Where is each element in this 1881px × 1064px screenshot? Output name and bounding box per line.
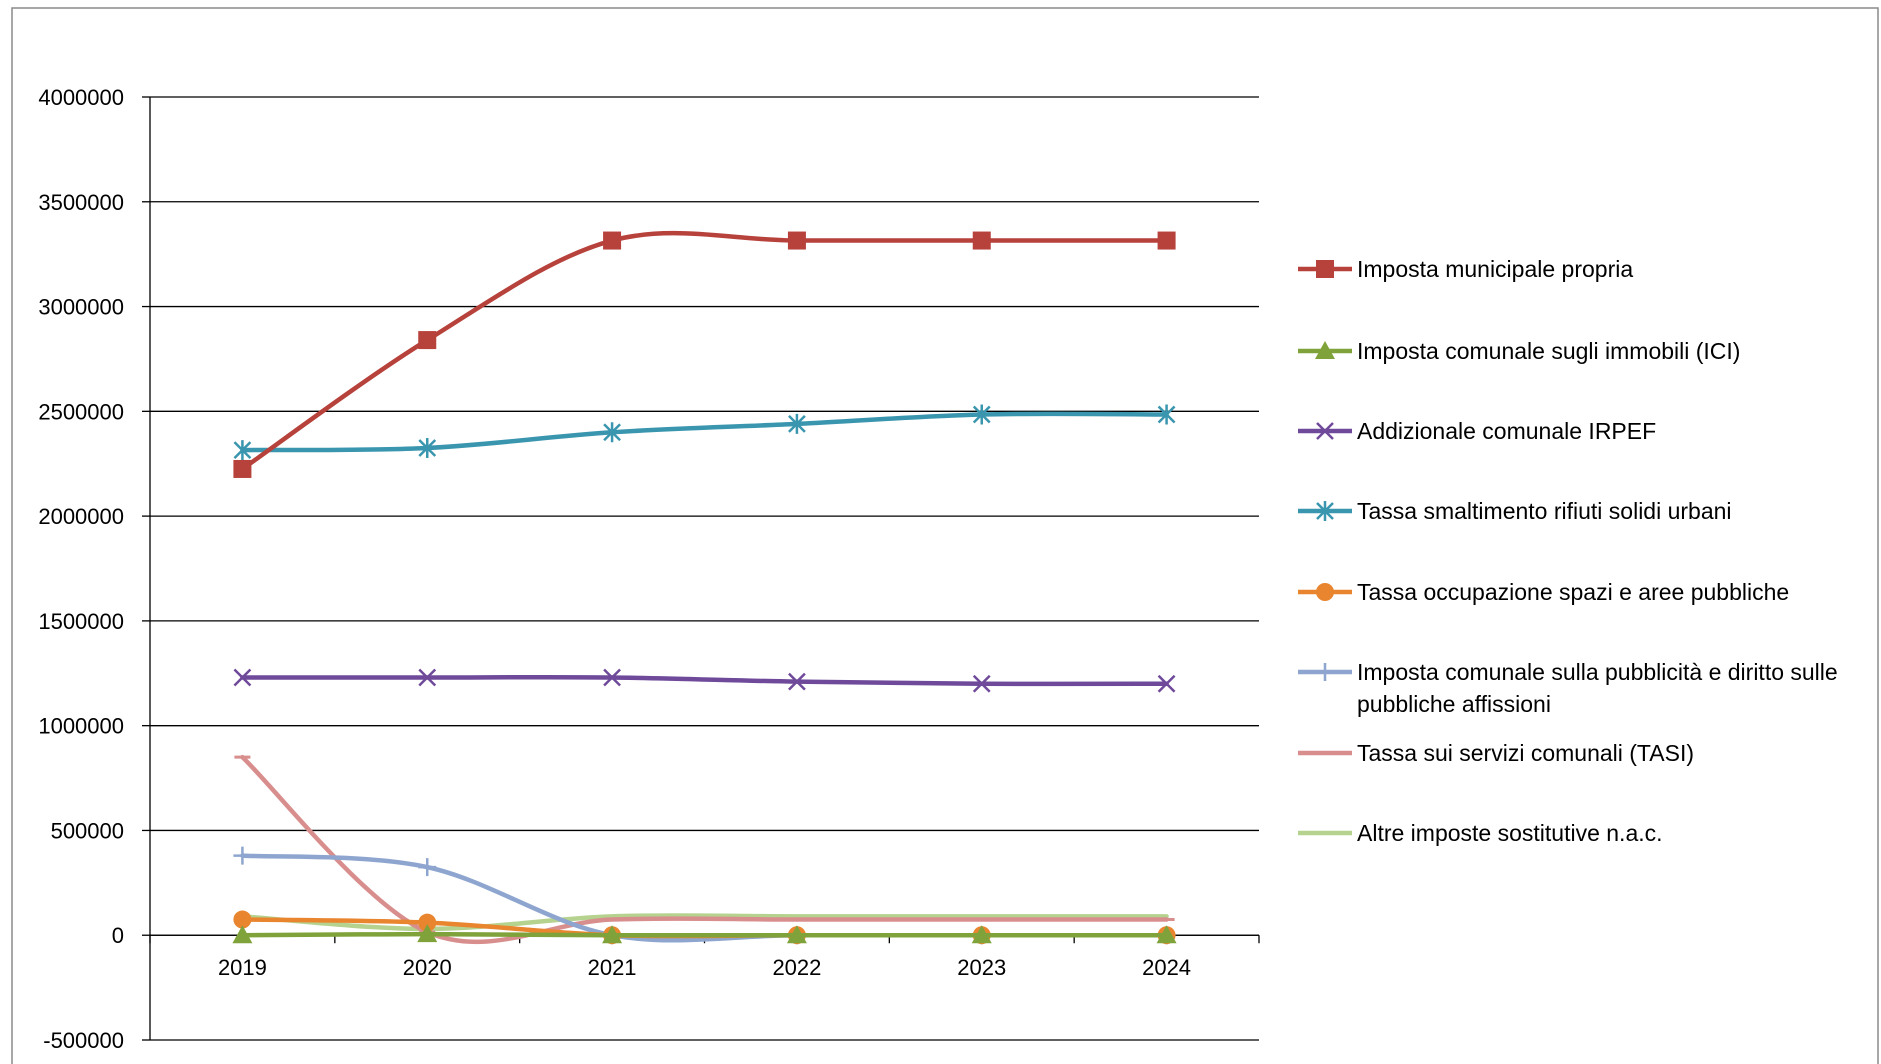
x-tick-label: 2021 [588, 955, 637, 980]
legend-item: Tassa smaltimento rifiuti solidi urbani [1298, 498, 1732, 524]
legend-swatch-marker [1316, 583, 1334, 601]
y-tick-label: -500000 [43, 1028, 124, 1053]
y-tick-label: 3500000 [38, 190, 124, 215]
data-point-marker [786, 925, 807, 944]
legend-item: Imposta comunale sulla pubblicità e diri… [1298, 659, 1838, 717]
series-2 [233, 668, 1176, 693]
legend-label: Tassa smaltimento rifiuti solidi urbani [1357, 498, 1732, 524]
data-point-marker [418, 858, 437, 877]
legend-item: Imposta municipale propria [1298, 256, 1633, 282]
data-point-marker [788, 413, 806, 434]
legend-item: Tassa occupazione spazi e aree pubbliche [1298, 579, 1789, 605]
x-tick-label: 2020 [403, 955, 452, 980]
data-point-marker [418, 438, 437, 459]
x-tick-label: 2024 [1142, 955, 1191, 980]
legend-label: Imposta comunale sugli immobili (ICI) [1357, 338, 1740, 364]
legend-item: Tassa sui servizi comunali (TASI) [1298, 740, 1694, 766]
y-axis-tick-labels: -500000 0 500000 1000000 1500000 2000000 25000… [38, 85, 124, 1053]
legend-swatch-marker [1316, 663, 1334, 681]
series-lines [232, 230, 1177, 945]
data-point-marker [233, 459, 252, 478]
series-line [240, 754, 1169, 945]
y-tick-label: 1000000 [38, 714, 124, 739]
data-point-marker [603, 668, 621, 687]
y-tick-label: 1500000 [38, 609, 124, 634]
series-3 [233, 404, 1176, 461]
series-line [240, 931, 1169, 938]
data-point-marker [233, 668, 252, 687]
series-line [240, 230, 1169, 472]
legend-label: Imposta comunale sulla pubblicità e diri… [1357, 659, 1838, 717]
data-point-marker [233, 846, 252, 865]
data-point-marker [603, 231, 622, 250]
data-point-marker [418, 668, 437, 687]
data-point-marker [233, 910, 252, 929]
data-point-marker [972, 674, 991, 693]
series-0 [233, 230, 1176, 478]
x-tick-label: 2023 [957, 955, 1006, 980]
x-tick-label: 2022 [772, 955, 821, 980]
series-line [240, 674, 1169, 687]
legend-item: Altre imposte sostitutive n.a.c. [1298, 820, 1663, 846]
data-point-marker [232, 925, 253, 944]
x-axis-tick-labels: 2019 2020 2021 2022 2023 2024 [218, 955, 1191, 980]
legend-item: Addizionale comunale IRPEF [1298, 418, 1656, 444]
y-tick-label: 2000000 [38, 504, 124, 529]
y-tick-label: 3000000 [38, 295, 124, 320]
legend-swatch-marker [1316, 422, 1334, 440]
legend-label: Tassa sui servizi comunali (TASI) [1357, 740, 1694, 766]
series-line [240, 411, 1169, 453]
legend-label: Addizionale comunale IRPEF [1357, 418, 1656, 444]
legend-swatch-marker [1315, 341, 1335, 359]
data-point-marker [972, 404, 991, 425]
data-point-marker [1157, 674, 1176, 693]
y-tick-label: 2500000 [38, 399, 124, 424]
data-point-marker [787, 231, 806, 250]
data-point-marker [1157, 231, 1176, 250]
data-point-marker [972, 231, 991, 250]
data-point-marker [1157, 404, 1176, 425]
series-7 [240, 913, 1169, 932]
legend-label: Imposta municipale propria [1357, 256, 1633, 282]
data-point-marker [788, 672, 806, 691]
data-point-marker [971, 925, 992, 944]
legend-swatch-marker [1316, 260, 1334, 278]
data-point-marker [418, 331, 437, 350]
legend: Imposta municipale propria Imposta comuna… [1298, 256, 1838, 846]
data-point-marker [1156, 925, 1177, 944]
y-tick-label: 500000 [51, 818, 124, 843]
x-tick-label: 2019 [218, 955, 267, 980]
legend-label: Altre imposte sostitutive n.a.c. [1357, 820, 1663, 846]
y-tick-label: 4000000 [38, 85, 124, 110]
legend-item: Imposta comunale sugli immobili (ICI) [1298, 338, 1740, 364]
series-line [240, 913, 1169, 932]
legend-swatch-marker [1316, 501, 1334, 521]
chart-border [11, 7, 1879, 1064]
data-point-marker [418, 913, 437, 932]
legend-label: Tassa occupazione spazi e aree pubbliche [1357, 579, 1789, 605]
data-point-marker [603, 422, 621, 443]
data-point-marker [233, 440, 252, 461]
y-tick-label: 0 [112, 923, 124, 948]
data-point-marker [602, 925, 623, 944]
series-1 [232, 924, 1177, 944]
data-point-marker [417, 924, 438, 943]
